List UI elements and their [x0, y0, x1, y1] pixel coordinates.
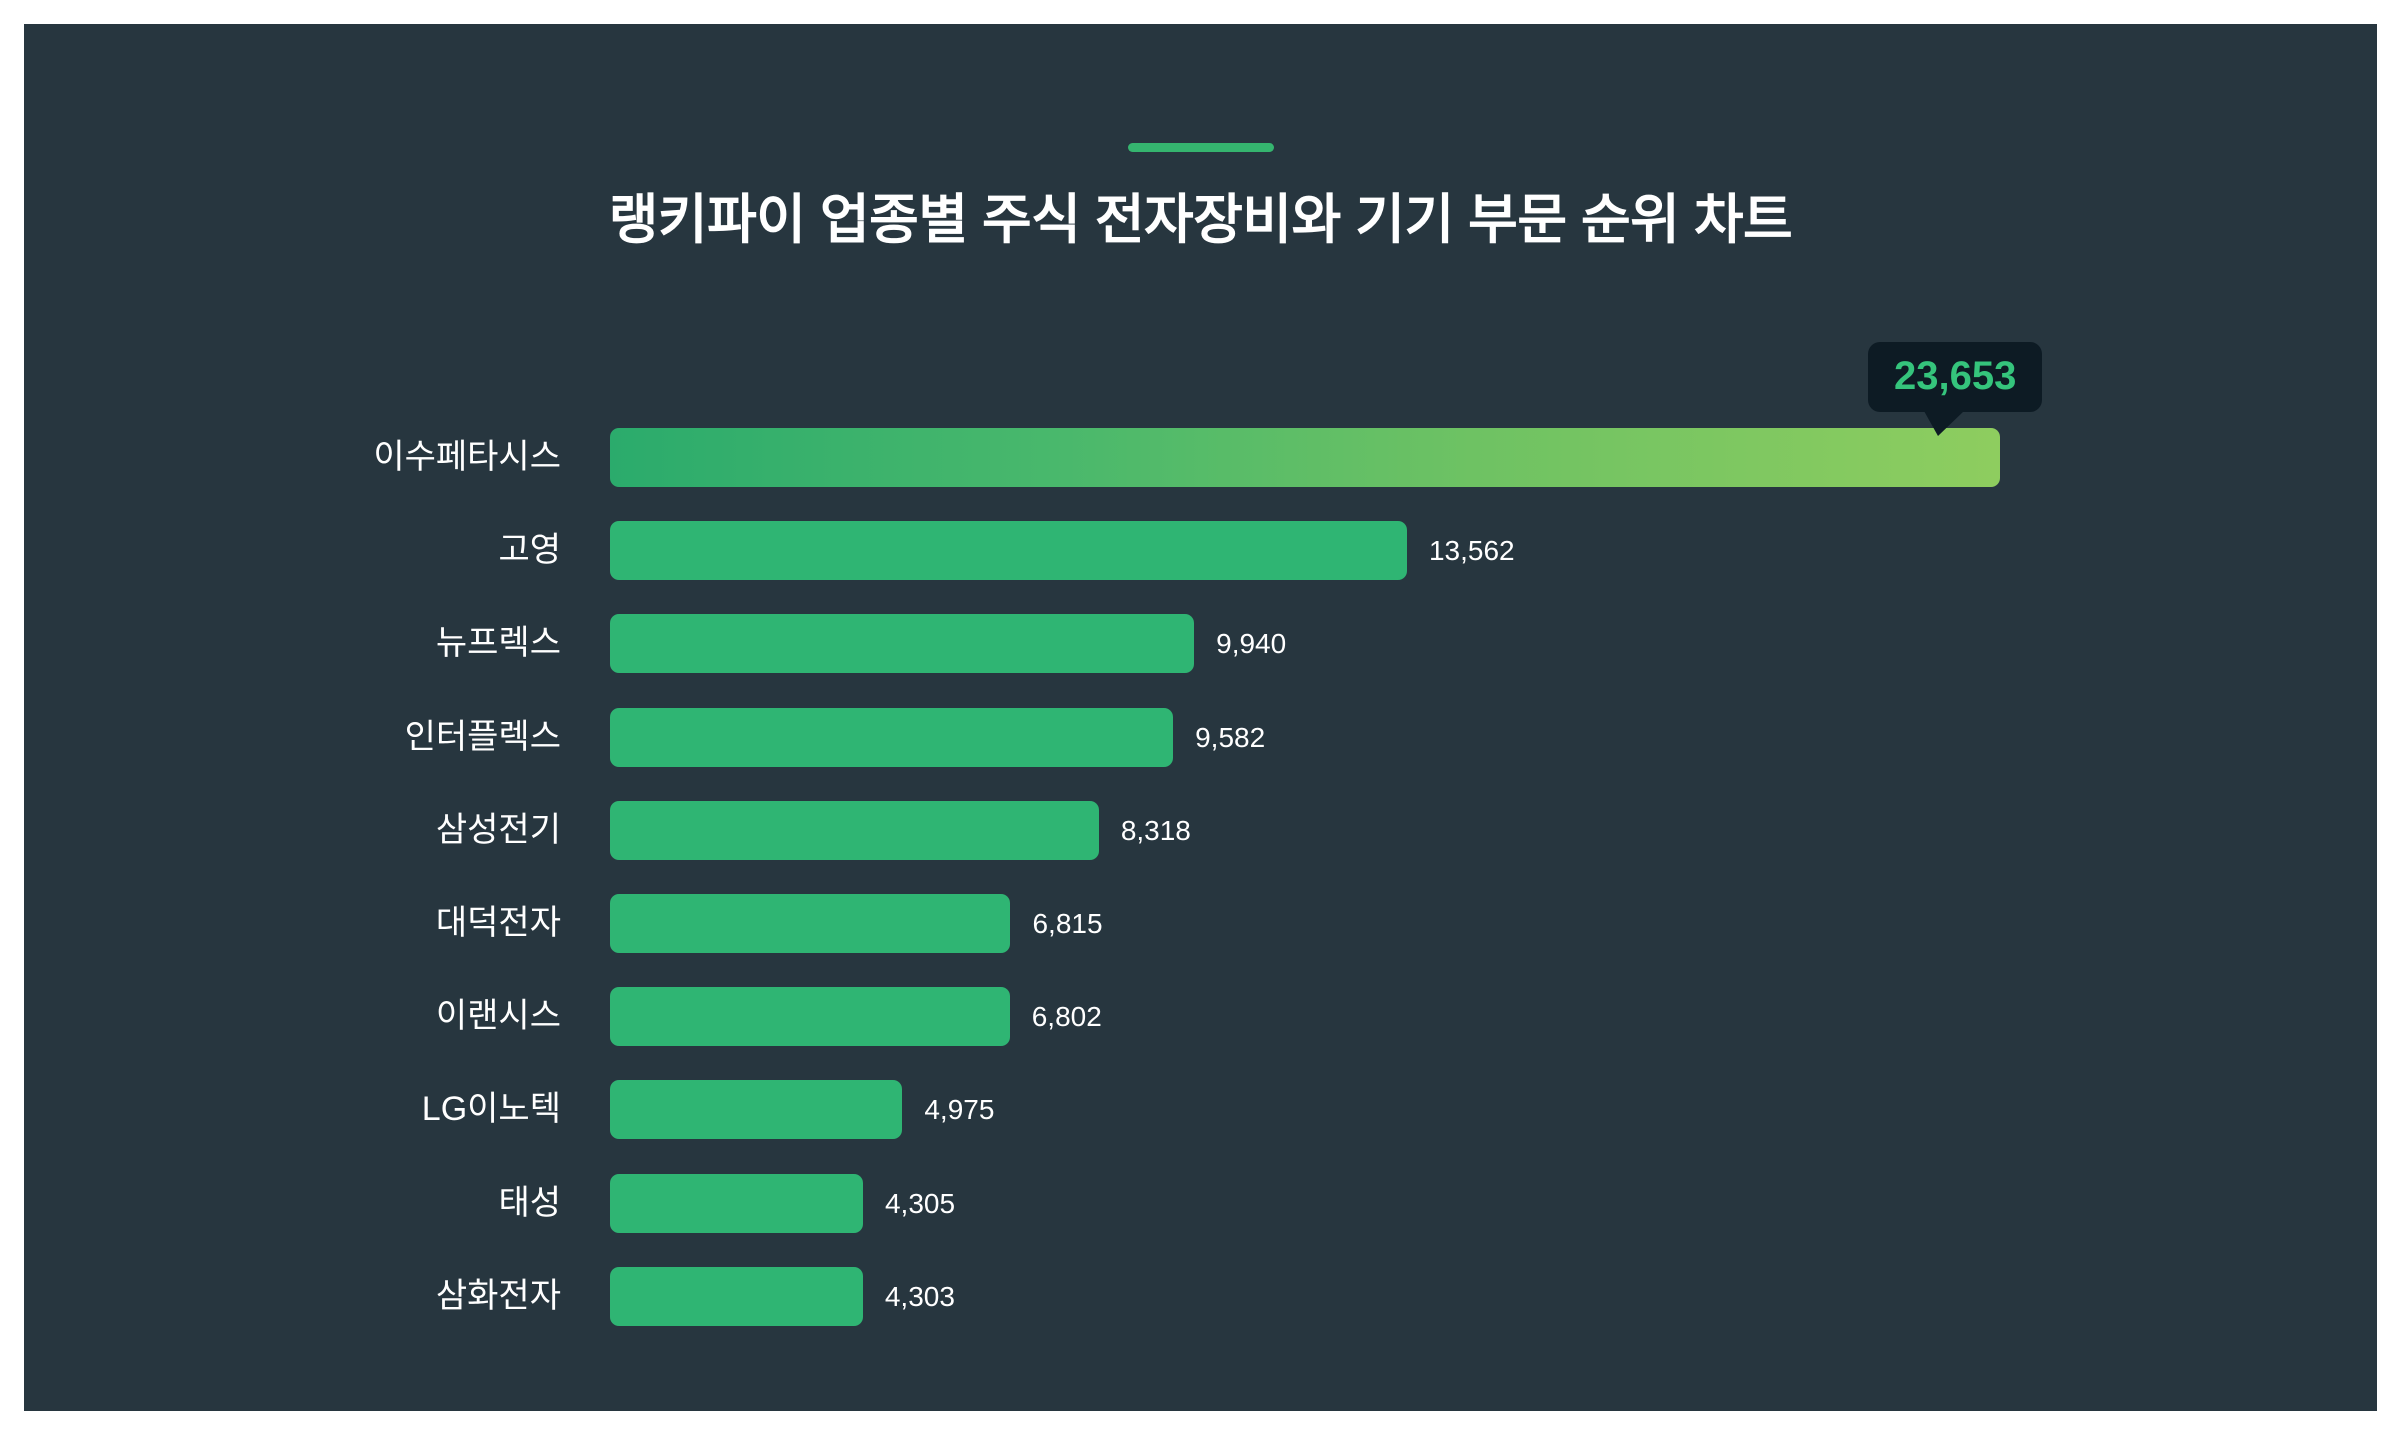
bar-row[interactable]: 인터플렉스 9,582 [24, 707, 2377, 767]
tooltip-value-label: 23,653 [1894, 354, 2017, 398]
bar-value-label: 6,802 [1031, 1001, 1102, 1033]
bar[interactable] [610, 428, 2000, 487]
bar-category-label: 삼화전자 [435, 1276, 561, 1315]
bar-value-label: 4,303 [884, 1280, 955, 1312]
bar-category-label: 뉴프렉스 [435, 624, 561, 663]
bar-category-label: 인터플렉스 [404, 717, 561, 756]
bar-track [610, 614, 1195, 674]
page-title: 랭키파이 업종별 주식 전자장비와 기기 부문 순위 차트 [608, 190, 1793, 250]
bar-row[interactable]: 태성 4,305 [24, 1173, 2377, 1233]
bar-track [610, 800, 1099, 860]
bar-track [610, 428, 2000, 487]
bar-value-label: 9,940 [1216, 628, 1287, 660]
bar-row[interactable]: 삼성전기 8,318 [24, 800, 2377, 860]
bar-row[interactable]: 고영 13,562 [24, 521, 2377, 581]
bar-track [610, 1266, 863, 1326]
bar-category-label: 삼성전기 [435, 810, 561, 849]
bar-value-label: 4,305 [884, 1187, 956, 1219]
bar[interactable] [610, 707, 1174, 767]
value-tooltip: 23,653 [1868, 342, 2043, 436]
bar[interactable] [610, 1266, 863, 1326]
bar-track [610, 707, 1174, 767]
title-divider [1127, 143, 1274, 152]
bar-row[interactable]: 삼화전자 4,303 [24, 1266, 2377, 1326]
tooltip-pointer-icon [1924, 411, 1964, 436]
bar[interactable] [610, 987, 1010, 1047]
bar[interactable] [610, 894, 1011, 953]
bar-row[interactable]: 이랜시스 6,802 [24, 987, 2377, 1047]
chart-header: 랭키파이 업종별 주식 전자장비와 기기 부문 순위 차트 [24, 24, 2377, 251]
bar[interactable] [610, 614, 1195, 674]
bar[interactable] [610, 521, 1407, 581]
bar-category-label: LG이노텍 [421, 1090, 561, 1129]
bar-track [610, 1173, 863, 1233]
bar-value-label: 4,975 [924, 1094, 995, 1126]
bar-row[interactable]: 이수페타시스 [24, 428, 2377, 487]
bar-value-label: 9,582 [1195, 721, 1266, 753]
bar-category-label: 대덕전자 [435, 904, 561, 942]
bar-track [610, 521, 1407, 581]
bar-row[interactable]: LG이노텍 4,975 [24, 1080, 2377, 1140]
bar-category-label: 이수페타시스 [373, 438, 561, 476]
bar-category-label: 이랜시스 [435, 997, 561, 1036]
bar-value-label: 13,562 [1428, 535, 1515, 567]
bar-row[interactable]: 대덕전자 6,815 [24, 894, 2377, 953]
bar-category-label: 고영 [498, 531, 561, 570]
bar-value-label: 8,318 [1120, 814, 1191, 846]
bar-value-label: 6,815 [1032, 908, 1103, 939]
bar[interactable] [610, 1080, 903, 1140]
bar-track [610, 987, 1010, 1047]
bar-track [610, 894, 1011, 953]
bar-category-label: 태성 [498, 1183, 561, 1222]
bar[interactable] [610, 1173, 863, 1233]
bar-row[interactable]: 뉴프렉스 9,940 [24, 614, 2377, 674]
bar-track [610, 1080, 903, 1140]
bar[interactable] [610, 800, 1099, 860]
